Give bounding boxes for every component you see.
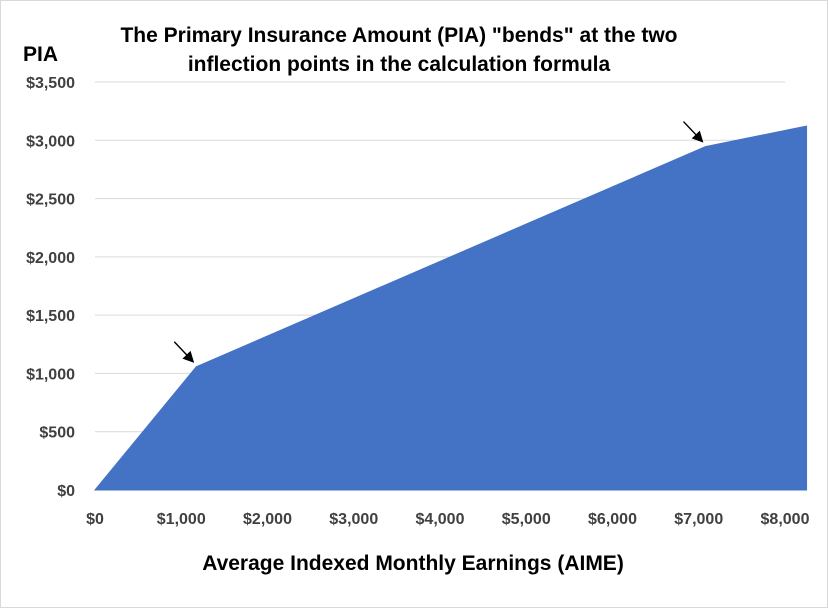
y-tick-label-5: $2,500	[26, 192, 75, 209]
x-tick-label-4: $4,000	[416, 511, 465, 528]
y-tick-label-1: $500	[39, 425, 75, 442]
y-tick-label-7: $3,500	[26, 75, 75, 92]
x-axis-ticks: $0 $1,000 $2,000 $3,000 $4,000 $5,000 $6,000 $7…	[86, 511, 809, 528]
y-tick-label-4: $2,000	[26, 250, 75, 267]
annotation-arrows	[173, 121, 704, 363]
x-tick-label-6: $6,000	[588, 511, 637, 528]
bend-point-arrow-0	[173, 341, 195, 363]
y-tick-label-0: $0	[57, 483, 75, 500]
x-axis-label: Average Indexed Monthly Earnings (AIME)	[202, 552, 624, 575]
x-tick-label-7: $7,000	[674, 511, 723, 528]
y-axis-ticks: $0 $500 $1,000 $1,500 $2,000 $2,500 $3,000 $3,5…	[26, 75, 75, 500]
chart-title-line-1: The Primary Insurance Amount (PIA) "bend…	[120, 24, 677, 47]
pia-area-series-0	[93, 125, 808, 491]
y-tick-label-6: $3,000	[26, 133, 75, 150]
y-tick-label-3: $1,500	[26, 308, 75, 325]
x-tick-label-1: $1,000	[157, 511, 206, 528]
chart-title-line-2: inflection points in the calculation for…	[188, 53, 611, 76]
y-axis-label: PIA	[23, 43, 58, 66]
x-tick-label-2: $2,000	[243, 511, 292, 528]
x-tick-label-5: $5,000	[502, 511, 551, 528]
bend-point-arrow-1	[682, 121, 704, 143]
x-tick-label-0: $0	[86, 511, 104, 528]
y-tick-label-2: $1,000	[26, 366, 75, 383]
area-series	[93, 125, 808, 491]
x-tick-label-3: $3,000	[329, 511, 378, 528]
x-tick-label-8: $8,000	[761, 511, 810, 528]
